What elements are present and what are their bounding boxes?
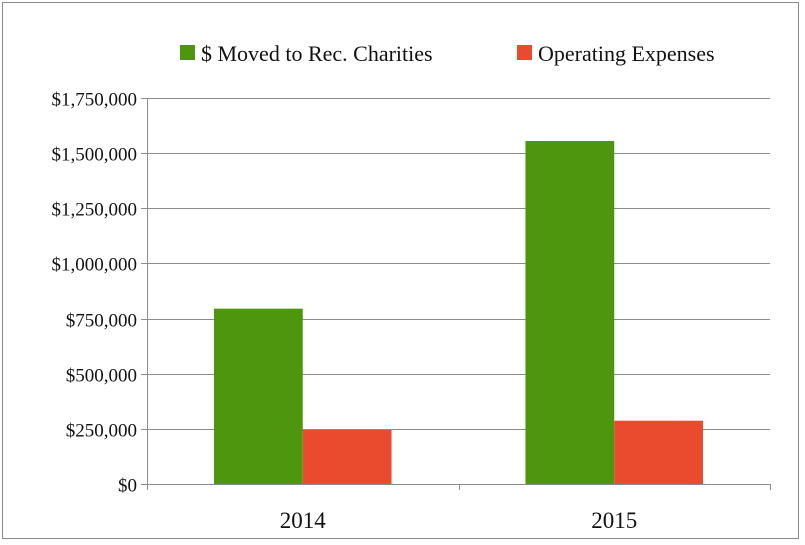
bar-2015-operating-expenses: [614, 420, 704, 484]
bar-2015-charities: [525, 141, 615, 485]
bar-2014-operating-expenses: [302, 429, 392, 484]
y-tick-label: $1,500,000: [52, 145, 138, 166]
y-tick-label: $1,250,000: [52, 200, 138, 221]
y-tick-label: $500,000: [66, 366, 137, 387]
x-category-label: 2015: [591, 508, 637, 533]
bar-2014-charities: [213, 308, 303, 484]
axes: [141, 98, 771, 490]
legend-swatch: [517, 45, 532, 60]
legend-swatch: [180, 45, 195, 60]
y-tick-label: $750,000: [66, 311, 137, 332]
x-category-label: 2014: [280, 508, 327, 533]
x-category-labels: 2014 2015: [280, 508, 638, 533]
y-tick-label: $0: [118, 476, 137, 497]
y-tick-label: $1,750,000: [52, 90, 138, 111]
bars: [213, 141, 704, 485]
legend: $ Moved to Rec. Charities Operating Expen…: [180, 41, 715, 66]
legend-label: Operating Expenses: [538, 41, 715, 66]
y-tick-labels: $0 $250,000 $500,000 $750,000 $1,000,000 $1,2…: [52, 90, 138, 497]
legend-label: $ Moved to Rec. Charities: [201, 41, 433, 66]
y-tick-label: $250,000: [66, 421, 137, 442]
y-tick-label: $1,000,000: [52, 255, 138, 276]
